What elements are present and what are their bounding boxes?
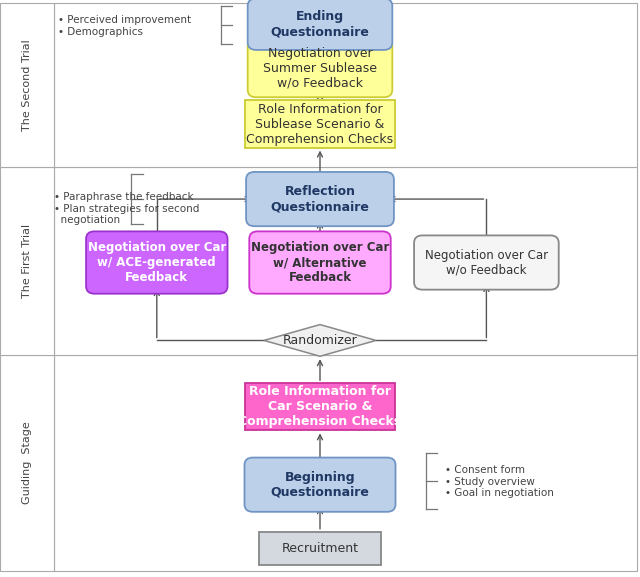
Polygon shape bbox=[264, 324, 376, 357]
Text: Guiding  Stage: Guiding Stage bbox=[22, 422, 32, 504]
Bar bbox=[0, 355, 54, 571]
Bar bbox=[54, 3, 637, 167]
FancyBboxPatch shape bbox=[246, 172, 394, 226]
Text: The First Trial: The First Trial bbox=[22, 224, 32, 298]
FancyBboxPatch shape bbox=[245, 383, 395, 430]
Text: Negotiation over Car
w/ ACE-generated
Feedback: Negotiation over Car w/ ACE-generated Fe… bbox=[88, 241, 226, 284]
Text: • Consent form
• Study overview
• Goal in negotiation: • Consent form • Study overview • Goal i… bbox=[445, 465, 554, 499]
Bar bbox=[0, 167, 54, 355]
FancyBboxPatch shape bbox=[244, 458, 396, 512]
Text: Ending
Questionnaire: Ending Questionnaire bbox=[271, 10, 369, 38]
FancyBboxPatch shape bbox=[414, 235, 559, 290]
Bar bbox=[54, 167, 637, 355]
Bar bbox=[0, 3, 54, 167]
FancyBboxPatch shape bbox=[259, 532, 381, 564]
Text: Role Information for
Sublease Scenario &
Comprehension Checks: Role Information for Sublease Scenario &… bbox=[246, 103, 394, 145]
Text: Negotiation over Car
w/ Alternative
Feedback: Negotiation over Car w/ Alternative Feed… bbox=[251, 241, 389, 284]
Text: Randomizer: Randomizer bbox=[283, 334, 357, 347]
Text: Role Information for
Car Scenario &
Comprehension Checks: Role Information for Car Scenario & Comp… bbox=[239, 385, 401, 428]
Text: Negotiation over Car
w/o Feedback: Negotiation over Car w/o Feedback bbox=[425, 249, 548, 276]
Text: Reflection
Questionnaire: Reflection Questionnaire bbox=[271, 185, 369, 213]
Text: Negotiation over
Summer Sublease
w/o Feedback: Negotiation over Summer Sublease w/o Fee… bbox=[263, 47, 377, 89]
FancyBboxPatch shape bbox=[248, 39, 392, 97]
FancyBboxPatch shape bbox=[249, 231, 390, 294]
FancyBboxPatch shape bbox=[86, 231, 228, 294]
Text: • Perceived improvement
• Demographics: • Perceived improvement • Demographics bbox=[58, 15, 191, 37]
Bar bbox=[54, 355, 637, 571]
Text: Beginning
Questionnaire: Beginning Questionnaire bbox=[271, 471, 369, 499]
FancyBboxPatch shape bbox=[248, 0, 392, 50]
Text: The Second Trial: The Second Trial bbox=[22, 39, 32, 131]
Text: Recruitment: Recruitment bbox=[282, 542, 358, 554]
Text: • Paraphrase the feedback
• Plan strategies for second
  negotiation: • Paraphrase the feedback • Plan strateg… bbox=[54, 192, 200, 226]
FancyBboxPatch shape bbox=[245, 100, 395, 148]
